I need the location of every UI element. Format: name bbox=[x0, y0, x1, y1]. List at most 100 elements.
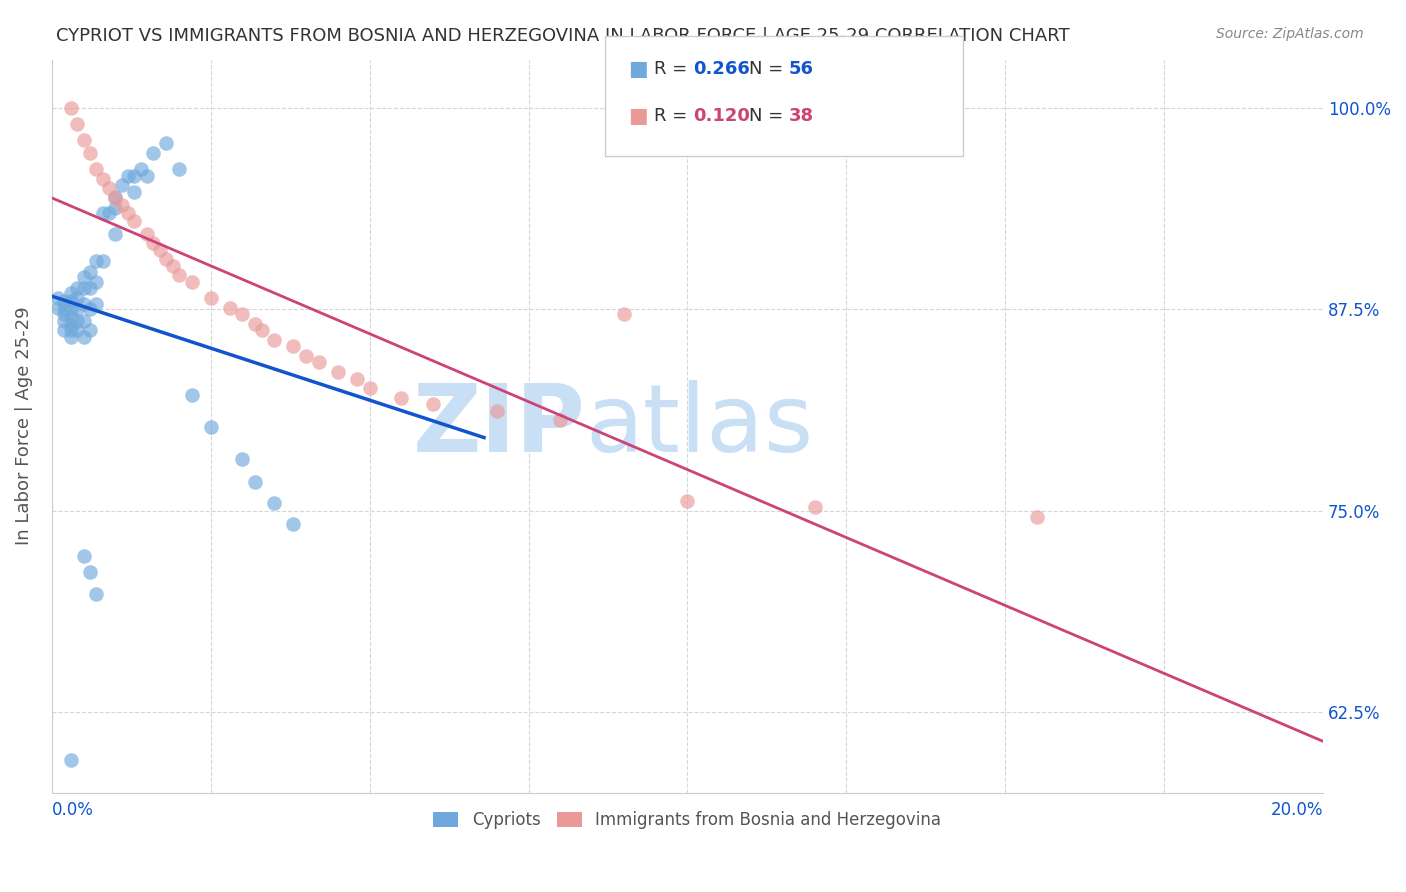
Point bbox=[111, 178, 134, 193]
Text: ■: ■ bbox=[628, 59, 648, 78]
Point bbox=[84, 254, 107, 268]
Point bbox=[46, 291, 69, 305]
Point bbox=[283, 516, 305, 531]
Point bbox=[66, 313, 89, 327]
Point bbox=[111, 197, 134, 211]
Point bbox=[59, 754, 82, 768]
Point bbox=[59, 286, 82, 301]
Point bbox=[359, 381, 381, 395]
Point bbox=[231, 452, 253, 467]
Point bbox=[676, 494, 699, 508]
Text: 0.0%: 0.0% bbox=[52, 801, 94, 819]
Point bbox=[162, 259, 184, 273]
Text: ■: ■ bbox=[628, 106, 648, 126]
Point bbox=[72, 549, 94, 563]
Point bbox=[243, 317, 266, 331]
Point bbox=[59, 302, 82, 317]
Point bbox=[167, 268, 190, 283]
Point bbox=[79, 302, 101, 317]
Point bbox=[104, 227, 127, 241]
Point bbox=[91, 205, 114, 219]
Point bbox=[66, 323, 89, 337]
Point bbox=[84, 275, 107, 289]
Point bbox=[53, 307, 76, 321]
Point bbox=[53, 302, 76, 317]
Point bbox=[200, 291, 222, 305]
Point bbox=[613, 307, 636, 321]
Text: R =: R = bbox=[654, 107, 693, 125]
Text: N =: N = bbox=[749, 60, 789, 78]
Point bbox=[59, 329, 82, 343]
Point bbox=[550, 413, 572, 427]
Text: 56: 56 bbox=[789, 60, 814, 78]
Point bbox=[167, 162, 190, 177]
Point bbox=[72, 297, 94, 311]
Point bbox=[72, 281, 94, 295]
Text: N =: N = bbox=[749, 107, 789, 125]
Text: 0.120: 0.120 bbox=[693, 107, 749, 125]
Y-axis label: In Labor Force | Age 25-29: In Labor Force | Age 25-29 bbox=[15, 307, 32, 545]
Point bbox=[104, 201, 127, 215]
Text: atlas: atlas bbox=[586, 380, 814, 472]
Point bbox=[389, 391, 412, 405]
Text: Source: ZipAtlas.com: Source: ZipAtlas.com bbox=[1216, 27, 1364, 41]
Point bbox=[124, 213, 146, 227]
Point bbox=[79, 281, 101, 295]
Point bbox=[79, 323, 101, 337]
Point bbox=[72, 329, 94, 343]
Point bbox=[180, 388, 202, 402]
Text: 38: 38 bbox=[789, 107, 814, 125]
Point bbox=[231, 307, 253, 321]
Point bbox=[91, 254, 114, 268]
Point bbox=[142, 146, 165, 161]
Point bbox=[79, 146, 101, 161]
Text: 20.0%: 20.0% bbox=[1271, 801, 1323, 819]
Point bbox=[263, 333, 285, 347]
Point bbox=[104, 191, 127, 205]
Point bbox=[79, 265, 101, 279]
Point bbox=[136, 169, 159, 183]
Point bbox=[66, 291, 89, 305]
Point bbox=[66, 302, 89, 317]
Point bbox=[59, 101, 82, 115]
Point bbox=[84, 587, 107, 601]
Point bbox=[46, 301, 69, 315]
Point bbox=[53, 323, 76, 337]
Point bbox=[346, 371, 368, 385]
Point bbox=[91, 171, 114, 186]
Point bbox=[485, 404, 508, 418]
Point bbox=[124, 185, 146, 199]
Point bbox=[243, 475, 266, 489]
Point bbox=[97, 181, 120, 195]
Point bbox=[59, 323, 82, 337]
Point bbox=[117, 169, 139, 183]
Legend: Cypriots, Immigrants from Bosnia and Herzegovina: Cypriots, Immigrants from Bosnia and Her… bbox=[427, 805, 948, 836]
Point bbox=[129, 162, 152, 177]
Text: CYPRIOT VS IMMIGRANTS FROM BOSNIA AND HERZEGOVINA IN LABOR FORCE | AGE 25-29 COR: CYPRIOT VS IMMIGRANTS FROM BOSNIA AND HE… bbox=[56, 27, 1070, 45]
Point bbox=[66, 281, 89, 295]
Point bbox=[72, 270, 94, 285]
Point bbox=[84, 162, 107, 177]
Point bbox=[180, 275, 202, 289]
Point bbox=[1026, 510, 1049, 524]
Point bbox=[72, 313, 94, 327]
Point bbox=[97, 205, 120, 219]
Point bbox=[283, 339, 305, 353]
Point bbox=[142, 236, 165, 251]
Point bbox=[66, 117, 89, 131]
Point bbox=[104, 189, 127, 203]
Point bbox=[200, 420, 222, 434]
Point bbox=[53, 294, 76, 309]
Point bbox=[803, 500, 825, 515]
Point bbox=[84, 297, 107, 311]
Point bbox=[53, 313, 76, 327]
Text: 0.266: 0.266 bbox=[693, 60, 749, 78]
Point bbox=[117, 205, 139, 219]
Point bbox=[422, 397, 444, 411]
Point bbox=[72, 133, 94, 147]
Point bbox=[155, 252, 177, 267]
Point bbox=[263, 496, 285, 510]
Point bbox=[79, 565, 101, 579]
Point bbox=[155, 136, 177, 151]
Point bbox=[124, 169, 146, 183]
